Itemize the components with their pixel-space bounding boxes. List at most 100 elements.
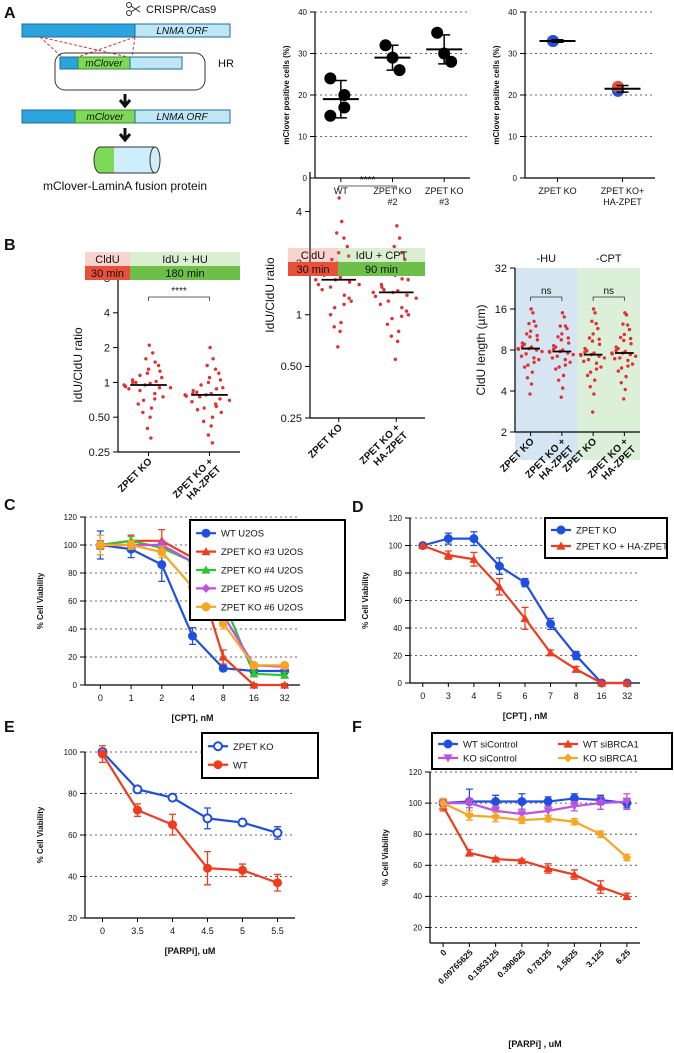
data-point [372,291,375,294]
x-tick-label: 32 [280,693,290,703]
marker [204,814,212,822]
y-axis-label: CldU length (µm) [474,305,488,396]
legend-label: WT U2OS [221,529,264,540]
data-point [220,411,223,414]
data-point [537,358,540,361]
diagram-label: mClover-LaminA fusion protein [43,179,207,193]
y-tick-label: 10 [298,132,307,141]
data-point [530,382,533,385]
y-axis-label: mClover positive cells (%) [282,45,291,144]
data-point [622,339,625,342]
data-point [599,365,602,368]
data-point [333,325,336,328]
data-point [342,236,345,239]
x-tick-label: 4 [190,693,195,703]
gene-segment [60,57,78,69]
significance-label: **** [171,286,187,297]
y-tick-label: 8 [501,345,507,357]
data-point [531,370,534,373]
marker [96,541,105,550]
legend-label: WT siControl [463,740,518,751]
y-tick-label: 0 [303,174,308,183]
data-point [160,376,163,379]
marker [444,534,453,543]
data-point [624,375,627,378]
legend-marker [214,760,223,769]
data-point [594,322,597,325]
diagram-label: LNMA ORF [156,112,208,123]
y-tick-label: 30 [298,49,307,58]
data-point [195,391,198,394]
x-tick-label: 6 [522,691,527,701]
data-point [153,360,156,363]
data-point [523,343,526,346]
data-point [148,416,151,419]
gene-segment [22,110,75,123]
data-point [593,379,596,382]
panel-label: E [4,719,15,736]
diagram-label: HR [218,58,234,70]
x-tick-label: 6.25 [614,947,633,966]
y-axis-label: mClover positive cells (%) [492,45,501,144]
data-point [374,295,377,298]
x-tick-label: ZPET KO +HA-ZPET [358,422,410,474]
x-tick-label: 3.5 [131,926,144,936]
data-point [400,277,403,280]
data-point [557,379,560,382]
data-point [228,399,231,402]
data-point [348,280,351,283]
data-point [320,288,323,291]
legend-label: WT [233,760,248,771]
data-point [339,276,342,279]
x-tick-label: 5 [497,691,502,701]
data-point [380,283,383,286]
x-tick-label: 0.390625 [495,947,527,979]
data-point [536,338,539,341]
data-point [390,334,393,337]
data-point [202,406,205,409]
data-point [535,334,538,337]
x-axis-label: [CPT], nM [172,713,214,723]
data-point [524,352,527,355]
data-point [400,306,403,309]
y-tick-label: 10 [508,132,517,141]
y-axis-label: % Cell Viability [36,806,45,863]
data-point [340,220,343,223]
data-point [400,315,403,318]
header-time: 30 min [296,264,329,276]
y-tick-label: 80 [68,789,77,798]
x-axis-label: [CPT] , nM [503,711,548,721]
marker [98,750,107,759]
x-tick-label: ZPET KO [306,422,345,461]
marker [134,785,142,793]
marker [133,806,142,815]
x-tick-label: ZPET KO#2 [373,186,411,207]
y-tick-label: 20 [68,653,77,662]
y-tick-label: 40 [68,625,77,634]
legend-label: ZPET KO #4 U2OS [221,566,303,577]
y-tick-label: 80 [413,830,422,839]
data-point [324,72,336,84]
data-point [342,303,345,306]
data-point [134,381,137,384]
data-point [525,332,528,335]
protein-cap [150,147,160,173]
arrow [120,128,130,140]
data-point [568,361,571,364]
y-tick-label: 1 [296,310,302,322]
protein-tag [100,148,114,173]
x-tick-label: ZPET KO+HA-ZPET [601,186,645,207]
y-tick-label: 80 [68,569,77,578]
data-point [629,337,632,340]
data-point [540,350,543,353]
data-point [603,356,606,359]
y-axis-label: % Cell Viability [361,572,370,629]
data-point [527,322,530,325]
data-point [620,381,623,384]
y-axis-label: % Cell Viability [36,572,45,629]
x-tick-label: 4 [170,926,175,936]
x-tick-label: 3 [446,691,451,701]
data-point [610,352,613,355]
y-tick-label: 0.50 [89,412,110,424]
